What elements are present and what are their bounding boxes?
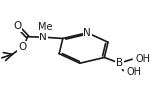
- Text: N: N: [83, 28, 91, 38]
- Text: Me: Me: [38, 22, 53, 32]
- Text: OH: OH: [127, 67, 142, 77]
- Text: O: O: [18, 42, 26, 52]
- Text: OH: OH: [136, 54, 151, 64]
- Text: O: O: [14, 21, 22, 31]
- Text: B: B: [116, 58, 123, 68]
- Text: N: N: [39, 32, 47, 42]
